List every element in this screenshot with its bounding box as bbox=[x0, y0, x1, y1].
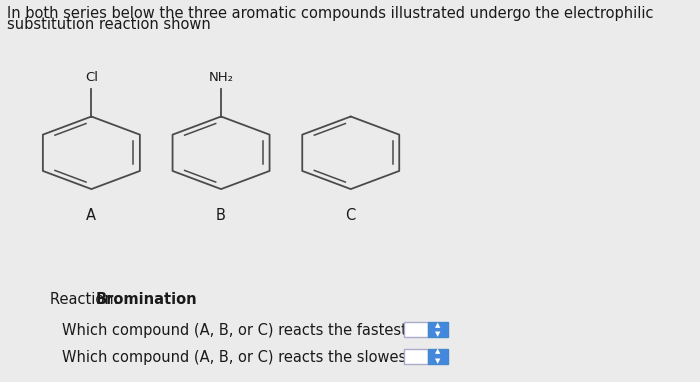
Text: NH₂: NH₂ bbox=[209, 71, 234, 84]
Text: Reaction:: Reaction: bbox=[50, 292, 123, 307]
Text: ▼: ▼ bbox=[435, 358, 441, 364]
Text: A: A bbox=[86, 208, 97, 223]
Text: Which compound (A, B, or C) reacts the fastest?: Which compound (A, B, or C) reacts the f… bbox=[62, 323, 414, 338]
Text: substitution reaction shown: substitution reaction shown bbox=[7, 17, 211, 32]
FancyBboxPatch shape bbox=[428, 349, 448, 364]
Text: Which compound (A, B, or C) reacts the slowest?: Which compound (A, B, or C) reacts the s… bbox=[62, 350, 419, 364]
Text: B: B bbox=[216, 208, 226, 223]
FancyBboxPatch shape bbox=[428, 322, 448, 337]
FancyBboxPatch shape bbox=[404, 349, 428, 364]
Text: ▲: ▲ bbox=[435, 348, 441, 354]
Text: In both series below the three aromatic compounds illustrated undergo the electr: In both series below the three aromatic … bbox=[7, 6, 654, 21]
FancyBboxPatch shape bbox=[404, 322, 428, 337]
Text: C: C bbox=[346, 208, 356, 223]
Text: ▼: ▼ bbox=[435, 332, 441, 338]
Text: ▲: ▲ bbox=[435, 322, 441, 328]
Text: Cl: Cl bbox=[85, 71, 98, 84]
Text: Bromination: Bromination bbox=[96, 292, 197, 307]
